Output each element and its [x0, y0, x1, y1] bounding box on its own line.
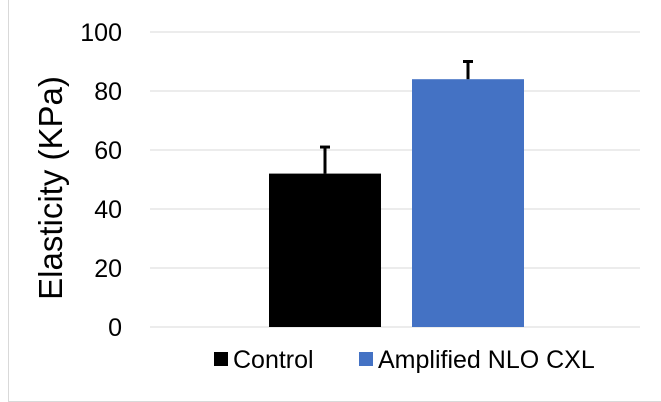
y-tick-label: 60	[94, 137, 122, 165]
error-bars	[320, 60, 473, 174]
bar-control	[269, 173, 381, 327]
bar-amplified-nlo-cxl	[412, 79, 524, 327]
legend-swatch	[359, 352, 373, 366]
legend-label: Control	[233, 346, 314, 374]
y-tick-label: 40	[94, 196, 122, 224]
y-tick-label: 80	[94, 78, 122, 106]
legend: Control Amplified NLO CXL	[214, 346, 595, 374]
legend-label: Amplified NLO CXL	[378, 346, 595, 374]
y-tick-label: 100	[80, 19, 122, 47]
legend-swatch	[214, 352, 228, 366]
gridlines	[150, 31, 640, 328]
y-tick-label: 20	[94, 255, 122, 283]
y-axis-title: Elasticity (KPa)	[32, 76, 69, 300]
bars	[269, 79, 524, 327]
y-axis-ticks: 0 20 40 60 80 100	[80, 19, 122, 342]
y-tick-label: 0	[108, 314, 122, 342]
